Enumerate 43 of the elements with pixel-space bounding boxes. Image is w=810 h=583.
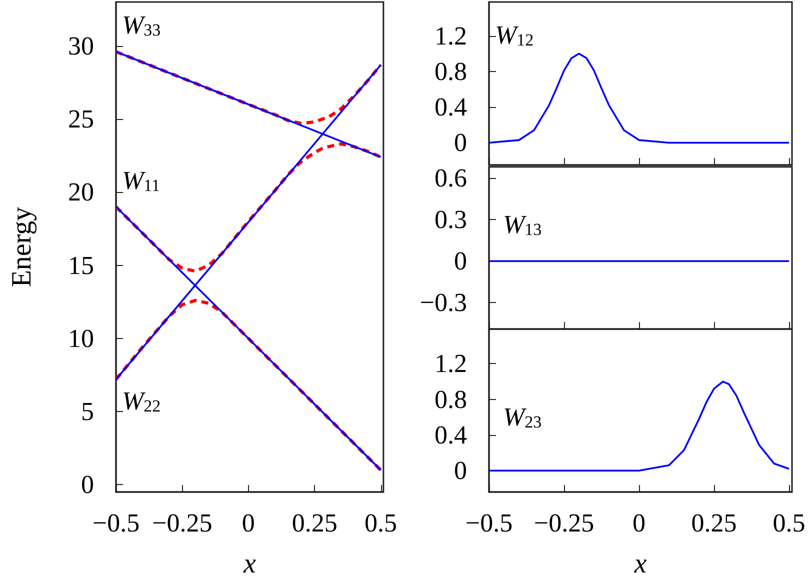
series-label: W22 [122,386,161,416]
y-tick-label: 0.4 [434,420,467,450]
y-tick-label: 0.3 [434,205,467,234]
y-tick-label: −0.3 [420,288,467,318]
y-tick-label: 0 [81,470,94,500]
x-tick-label: 0.5 [772,508,806,538]
x-tick-label: −0.5 [465,508,513,538]
series-label: W12 [495,20,534,50]
y-tick-label: 0 [454,456,467,486]
y-axis-title: Energy [6,206,38,288]
y-tick-label: 0.8 [434,56,467,86]
x-tick-label: 0.25 [691,508,737,538]
line-series [114,50,382,126]
x-tick-label: −0.5 [92,508,140,538]
line-series [114,142,382,273]
x-axis-title: x [633,548,648,580]
x-tick-label: 0 [242,508,255,538]
x-tick-label: 0 [632,508,646,538]
y-tick-label: 0.8 [434,384,467,414]
y-tick-label: 25 [68,104,94,134]
x-axis-title: x [242,548,256,580]
y-tick-label: 15 [68,250,94,280]
y-tick-label: 30 [68,31,94,60]
y-tick-label: 10 [68,324,94,353]
x-tick-label: −0.25 [152,508,212,538]
series-label: W11 [122,166,160,195]
y-tick-label: 0.6 [434,164,467,192]
line-series [488,52,790,144]
line-series [114,298,382,472]
line-series [488,380,790,472]
y-tick-label: 0.4 [434,92,467,122]
y-tick-label: 1.2 [434,21,467,50]
y-tick-label: 1.2 [434,349,467,378]
y-tick-label: 0 [454,128,467,158]
x-tick-label: 0.5 [364,508,398,538]
series-label: W13 [503,210,542,239]
x-tick-label: 0.25 [292,508,338,538]
series-label: W23 [503,402,542,432]
y-tick-label: 20 [68,178,94,207]
series-label: W33 [122,10,161,40]
y-tick-label: 5 [81,397,94,426]
x-tick-label: −0.25 [534,508,594,538]
y-tick-label: 0 [454,246,467,276]
